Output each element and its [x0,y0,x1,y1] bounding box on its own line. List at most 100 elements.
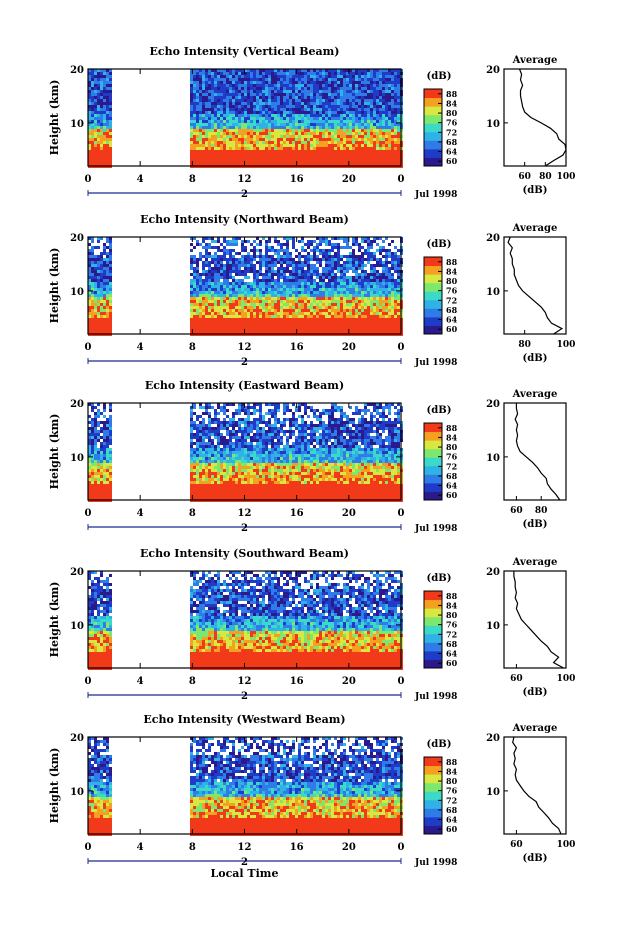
x-tick-label: 0 [85,842,92,853]
colorbar-tick-label: 60 [446,324,458,334]
x-tick-label: 4 [137,676,144,687]
date-label: 2 [241,523,248,534]
colorbar-segment [424,825,442,835]
colorbar-segment [424,616,442,626]
y-tick-label: 20 [70,733,84,744]
colorbar-segment [424,482,442,492]
colorbar-segment [424,816,442,826]
data-gap [114,69,188,166]
colorbar-tick-label: 60 [446,658,458,668]
colorbar-tick-label: 68 [446,471,458,481]
colorbar-tick-label: 80 [446,108,458,118]
date-suffix: Jul 1998 [414,692,457,702]
colorbar-tick-label: 72 [446,295,457,305]
colorbar-segment [424,316,442,326]
data-gap [114,403,188,500]
colorbar-tick-label: 76 [446,620,458,630]
colorbar-segment [424,265,442,275]
profile-x-label: (dB) [523,353,548,364]
panel-2: Echo Intensity (Northward Beam) Height (k… [48,213,575,368]
colorbar-segment [424,599,442,609]
x-tick-label: 20 [342,342,356,353]
colorbar-tick-label: 88 [446,423,458,433]
colorbar-segment [424,808,442,818]
x-tick-label: 4 [137,508,144,519]
x-tick-label: 0 [398,508,405,519]
colorbar-segment [424,650,442,660]
colorbar-segment [424,791,442,801]
colorbar-tick-label: 80 [446,776,458,786]
x-tick-label: 8 [189,842,196,853]
colorbar-tick-label: 76 [446,452,458,462]
colorbar-segment [424,274,442,284]
colorbar-tick-label: 60 [446,490,458,500]
profile-line [513,571,564,669]
colorbar-segment [424,625,442,635]
colorbar-frame [423,88,443,167]
colorbar-segment [424,423,442,433]
profile-x-tick-label: 60 [510,674,523,684]
colorbar-segment [424,440,442,450]
x-tick-label: 16 [290,842,304,853]
profile-x-tick-label: 60 [510,840,523,850]
x-tick-label: 0 [85,676,92,687]
colorbar-segment [424,782,442,792]
colorbar-tick-label: 76 [446,118,458,128]
colorbar-segment [424,591,442,601]
profile-x-tick-label: 100 [557,674,576,684]
colorbar-tick-label: 76 [446,286,458,296]
profile-y-tick-label: 20 [486,399,500,410]
x-tick-label: 0 [85,508,92,519]
colorbar-segment [424,106,442,116]
colorbar-segment [424,642,442,652]
profile-title: Average [512,223,558,234]
profile-x-tick-label: 60 [510,506,523,516]
x-tick-label: 20 [342,676,356,687]
colorbar-tick-label: 88 [446,591,458,601]
x-tick-label: 12 [238,842,252,853]
profile-frame [503,402,567,501]
colorbar-segment [424,282,442,292]
colorbar-tick-label: 72 [446,629,457,639]
colorbar-tick-label: 80 [446,276,458,286]
data-gap [114,737,188,834]
colorbar-tick-label: 84 [446,98,458,108]
colorbar-tick-label: 84 [446,266,458,276]
colorbar-segment [424,291,442,301]
profile-line [512,736,562,835]
profile-x-tick-label: 100 [557,340,576,350]
colorbar-tick-label: 80 [446,610,458,620]
colorbar-tick-label: 72 [446,795,457,805]
colorbar-frame [423,756,443,835]
profile-line [507,236,564,335]
heatmap-cells [88,237,403,336]
colorbar-tick-label: 88 [446,89,458,99]
x-tick-label: 20 [342,842,356,853]
colorbar-segment [424,123,442,133]
y-tick-label: 20 [70,399,84,410]
colorbar-segment [424,448,442,458]
x-tick-label: 12 [238,676,252,687]
profile-y-tick-label: 20 [486,567,500,578]
chart-title: Echo Intensity (Northward Beam) [140,213,349,226]
colorbar-segment [424,325,442,335]
y-tick-label: 10 [70,453,84,464]
profile-title: Average [512,557,558,568]
panel-3: Echo Intensity (Eastward Beam) Height (km… [48,379,567,534]
profile-x-tick-label: 80 [539,172,552,182]
y-tick-label: 20 [70,567,84,578]
colorbar-tick-label: 64 [446,315,458,325]
y-tick-label: 10 [70,287,84,298]
profile-frame [503,68,567,167]
heatmap-cells [88,403,403,502]
colorbar-label: (dB) [427,573,452,584]
chart-title: Echo Intensity (Eastward Beam) [145,379,344,392]
colorbar-segment [424,148,442,158]
y-tick-label: 10 [70,787,84,798]
x-tick-label: 0 [85,342,92,353]
heatmap-cells [88,69,403,168]
y-axis-label: Height (km) [48,414,61,490]
colorbar-tick-label: 88 [446,257,458,267]
chart-title: Echo Intensity (Southward Beam) [140,547,349,560]
